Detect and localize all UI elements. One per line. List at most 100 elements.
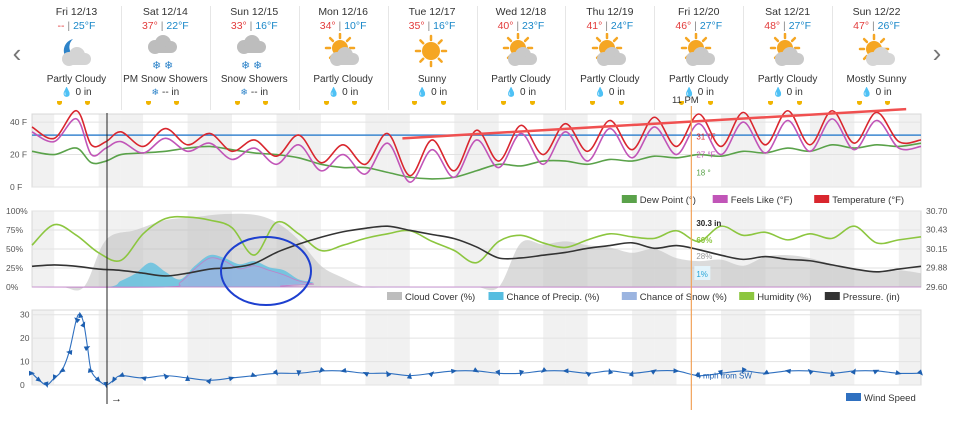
sun-markers bbox=[654, 99, 743, 107]
high-temp: 47° bbox=[853, 20, 870, 32]
day-divider bbox=[476, 6, 478, 110]
night-band bbox=[809, 114, 833, 187]
night-band bbox=[187, 211, 210, 287]
low-temp: 27°F bbox=[699, 20, 723, 32]
mostly-sunny-icon bbox=[832, 33, 921, 73]
snow-showers-icon: ❄ ❄ bbox=[210, 33, 299, 73]
legend-swatch bbox=[488, 292, 504, 300]
wind-direction-marker bbox=[830, 370, 835, 377]
wind-direction-marker bbox=[495, 369, 500, 377]
day-column[interactable]: Sun 12/22 47° | 26°F Mostly Sunny 💧 0 in bbox=[832, 6, 921, 110]
day-column[interactable]: Fri 12/13 -- | 25°F Partly Cloudy 💧 0 in bbox=[32, 6, 121, 110]
day-condition: Mostly Sunny bbox=[846, 74, 907, 85]
low-temp: 27°F bbox=[788, 20, 811, 32]
wind-direction-marker bbox=[540, 367, 548, 373]
night-band bbox=[543, 211, 566, 287]
night-band bbox=[743, 211, 766, 287]
wind-direction-marker bbox=[296, 370, 302, 377]
night-band bbox=[454, 114, 477, 187]
day-temps: -- | 25°F bbox=[57, 20, 96, 32]
night-band bbox=[276, 114, 299, 187]
wind-direction-marker bbox=[585, 371, 592, 378]
day-column[interactable]: Fri 12/20 46° | 27°F Partly Cloudy 💧 0 in bbox=[654, 6, 743, 110]
day-column[interactable]: Sat 12/21 48° | 27°F Partly Cloudy 💧 0 in bbox=[743, 6, 832, 110]
legend-swatch bbox=[712, 195, 728, 203]
night-band bbox=[120, 114, 144, 187]
rain-drop-icon: 💧 bbox=[416, 87, 429, 97]
partly-cloudy-night-icon bbox=[32, 33, 121, 73]
night-band bbox=[832, 114, 855, 187]
night-band bbox=[809, 310, 833, 385]
high-temp: 41° bbox=[586, 20, 603, 32]
partly-cloudy-day-icon bbox=[477, 33, 566, 73]
wind-direction-marker bbox=[74, 317, 81, 324]
night-band bbox=[720, 310, 744, 385]
wind-direction-marker bbox=[163, 373, 170, 380]
wind-direction-marker bbox=[59, 367, 66, 373]
rain-drop-icon: 💧 bbox=[861, 87, 873, 97]
feels-hover-label: 27 °F bbox=[696, 151, 715, 160]
day-temps: 34° | 10°F bbox=[319, 20, 367, 32]
sun-markers bbox=[743, 99, 832, 107]
day-condition: Partly Cloudy bbox=[46, 74, 107, 85]
percent-tick-label: 50% bbox=[6, 244, 23, 254]
next-days-button[interactable]: › bbox=[932, 38, 942, 68]
night-band bbox=[454, 211, 477, 287]
legend-label: Feels Like (°F) bbox=[731, 195, 793, 206]
legend-label: Chance of Precip. (%) bbox=[507, 292, 600, 303]
day-precip: 💧 0 in bbox=[327, 87, 359, 98]
wind-direction-marker bbox=[519, 369, 525, 377]
night-band bbox=[276, 211, 299, 287]
legend-swatch bbox=[739, 292, 755, 300]
sun-markers bbox=[32, 99, 121, 107]
snowflake-icon: ❄ bbox=[151, 87, 159, 97]
day-column[interactable]: Wed 12/18 40° | 23°F Partly Cloudy 💧 0 in bbox=[477, 6, 566, 110]
dew-series-line bbox=[31, 142, 922, 180]
night-band bbox=[387, 211, 410, 287]
day-condition: Sunny bbox=[417, 74, 447, 85]
wind-direction-marker bbox=[87, 367, 95, 373]
highlight-circle-annotation bbox=[220, 236, 312, 306]
day-precip: 💧 0 in bbox=[861, 87, 892, 98]
night-band bbox=[32, 114, 55, 187]
day-column[interactable]: Sat 12/14 37° | 22°F ❄ ❄ PM Snow Showers … bbox=[121, 6, 210, 110]
night-band bbox=[120, 211, 144, 287]
humidity-series-line bbox=[31, 215, 922, 264]
day-date: Tue 12/17 bbox=[408, 6, 456, 18]
night-band bbox=[276, 310, 299, 385]
wind-series-line bbox=[31, 313, 922, 386]
day-column[interactable]: Tue 12/17 35° | 16°F Sunny 💧 0 in bbox=[388, 6, 477, 110]
feels-series-line bbox=[31, 118, 922, 183]
day-precip: 💧 0 in bbox=[594, 87, 625, 98]
wind-direction-marker bbox=[895, 370, 902, 376]
wind-direction-marker bbox=[650, 369, 657, 375]
temp-tick-label: 0 F bbox=[10, 182, 22, 192]
day-precip: ❄ -- in bbox=[240, 87, 269, 98]
low-temp: 22°F bbox=[166, 20, 189, 32]
legend-label: Humidity (%) bbox=[757, 292, 811, 303]
legend-label: Cloud Cover (%) bbox=[405, 292, 475, 303]
temp-series-line bbox=[31, 109, 922, 177]
night-band bbox=[476, 211, 499, 287]
rain-drop-icon: 💧 bbox=[772, 87, 784, 97]
legend-swatch bbox=[621, 292, 637, 300]
night-band bbox=[720, 211, 744, 287]
night-band bbox=[898, 310, 921, 385]
wind-direction-marker bbox=[362, 372, 370, 377]
night-band bbox=[98, 310, 121, 385]
day-column[interactable]: Sun 12/15 33° | 16°F ❄ ❄ Snow Showers ❄ --… bbox=[210, 6, 299, 110]
precip-hover-label: 1% bbox=[696, 270, 708, 279]
wind-tick-label: 10 bbox=[20, 357, 30, 367]
high-temp: 40° bbox=[497, 20, 514, 32]
day-precip: 💧 0 in bbox=[61, 87, 92, 98]
low-temp: 24°F bbox=[610, 20, 634, 32]
day-column[interactable]: Thu 12/19 41° | 24°F Partly Cloudy 💧 0 in bbox=[565, 6, 654, 110]
percent-tick-label: 75% bbox=[6, 225, 23, 235]
prev-days-button[interactable]: ‹ bbox=[12, 38, 22, 68]
day-temps: 33° | 16°F bbox=[230, 20, 278, 32]
wind-direction-marker bbox=[450, 368, 458, 374]
day-column[interactable]: Mon 12/16 34° | 10°F Partly Cloudy 💧 0 in bbox=[299, 6, 388, 110]
wind-direction-marker bbox=[562, 368, 569, 374]
night-band bbox=[476, 114, 499, 187]
wind-direction-marker bbox=[83, 346, 91, 352]
